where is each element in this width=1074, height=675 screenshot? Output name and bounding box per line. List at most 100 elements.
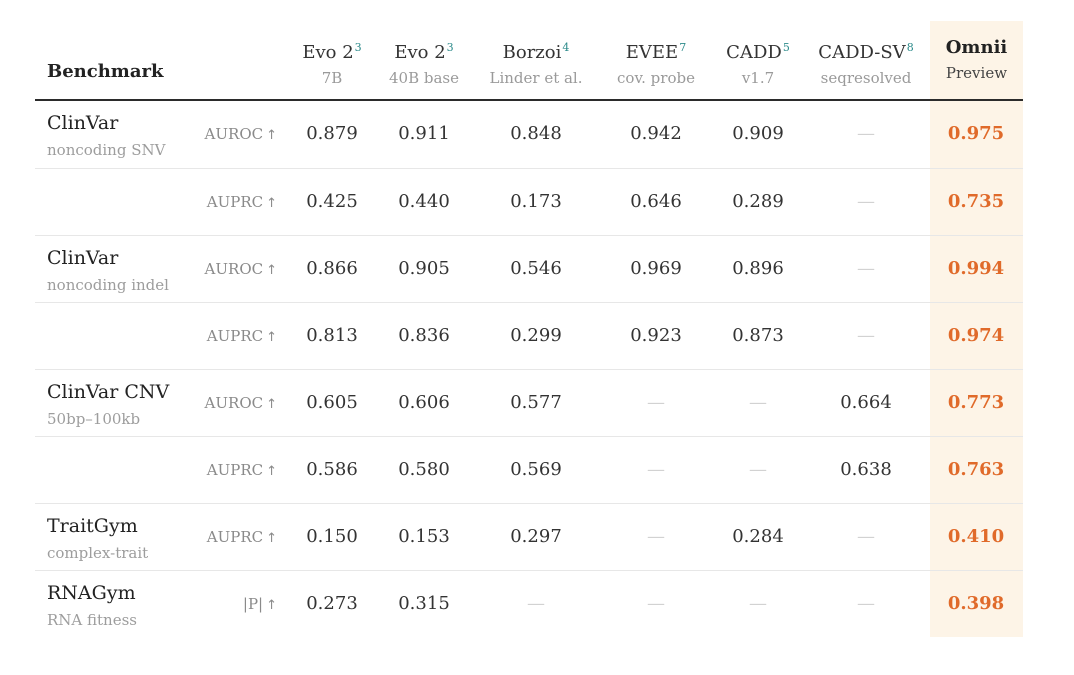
up-arrow-icon: ↑ [266, 128, 277, 143]
benchmark-name: TraitGym [47, 515, 138, 537]
value-cell: 0.546 [510, 258, 562, 279]
value-cell: — [647, 526, 665, 547]
up-arrow-icon: ↑ [266, 531, 277, 546]
column-ref: 8 [906, 41, 914, 54]
metric-name: AUPRC [206, 193, 264, 211]
value-cell: 0.606 [398, 392, 450, 413]
value-cell: 0.879 [306, 123, 358, 144]
value-cell: — [749, 593, 767, 614]
metric-name: AUPRC [206, 528, 264, 546]
value-cell: — [857, 593, 875, 614]
value-cell: — [857, 191, 875, 212]
column-ref: 3 [446, 41, 454, 54]
value-cell: 0.289 [732, 191, 784, 212]
column-header-borzoi: Borzoi4 Linder et al. [481, 37, 591, 88]
value-cell: 0.942 [630, 123, 682, 144]
column-header-cadd: CADD5 v1.7 [708, 37, 808, 88]
value-cell: 0.911 [398, 123, 450, 144]
value-cell: — [527, 593, 545, 614]
value-cell: 0.299 [510, 325, 562, 346]
column-sub: cov. probe [617, 69, 695, 87]
omnii-value-cell: 0.975 [947, 123, 1005, 144]
benchmark-subtitle: complex-trait [47, 544, 149, 562]
column-name: EVEE [625, 42, 679, 63]
value-cell: 0.848 [510, 123, 562, 144]
metric-name: |P| [242, 595, 264, 613]
benchmark-subtitle: RNA fitness [47, 611, 137, 629]
value-cell: — [857, 258, 875, 279]
value-cell: 0.284 [732, 526, 784, 547]
value-cell: 0.586 [306, 459, 358, 480]
benchmark-subtitle: noncoding indel [47, 276, 169, 294]
header-rule [35, 99, 1023, 101]
value-cell: 0.153 [398, 526, 450, 547]
column-sub: 7B [321, 69, 343, 87]
value-cell: — [647, 459, 665, 480]
value-cell: 0.664 [840, 392, 892, 413]
column-ref: 7 [679, 41, 687, 54]
value-cell: 0.297 [510, 526, 562, 547]
value-cell: 0.638 [840, 459, 892, 480]
table-row: AUPRC ↑ 0.425 0.440 0.173 0.646 0.289 — 0.735 [35, 168, 1023, 235]
up-arrow-icon: ↑ [266, 263, 277, 278]
value-cell: 0.813 [306, 325, 358, 346]
column-sub: v1.7 [741, 69, 775, 87]
omnii-column-highlight [930, 21, 1023, 637]
value-cell: 0.646 [630, 191, 682, 212]
value-cell: 0.569 [510, 459, 562, 480]
benchmark-name: RNAGym [47, 582, 136, 604]
value-cell: 0.577 [510, 392, 562, 413]
value-cell: — [647, 593, 665, 614]
metric-label: AUPRC ↑ [207, 193, 277, 211]
table-row: AUPRC ↑ 0.586 0.580 0.569 — — 0.638 0.763 [35, 436, 1023, 503]
metric-label: AUROC ↑ [205, 394, 277, 412]
benchmark-name: ClinVar CNV [47, 381, 170, 403]
column-header-omnii: Omnii Preview [930, 37, 1023, 83]
metric-label: AUPRC ↑ [207, 327, 277, 345]
omnii-value-cell: 0.398 [947, 593, 1005, 614]
metric-label: AUROC ↑ [205, 260, 277, 278]
metric-name: AUROC [204, 260, 264, 278]
column-header-evo2-7b: Evo 23 7B [282, 37, 382, 88]
value-cell: 0.923 [630, 325, 682, 346]
value-cell: — [857, 526, 875, 547]
metric-label: |P| ↑ [243, 595, 277, 613]
up-arrow-icon: ↑ [266, 598, 277, 613]
column-name: CADD [726, 42, 782, 63]
column-name: Omnii [945, 37, 1008, 58]
omnii-value-cell: 0.994 [947, 258, 1005, 279]
metric-label: AUPRC ↑ [207, 528, 277, 546]
value-cell: — [749, 459, 767, 480]
up-arrow-icon: ↑ [266, 330, 277, 345]
value-cell: 0.836 [398, 325, 450, 346]
table-row: ClinVar noncoding SNV AUROC ↑ 0.879 0.911 0.84… [35, 101, 1023, 168]
benchmark-name: ClinVar [47, 112, 119, 134]
value-cell: 0.273 [306, 593, 358, 614]
column-ref: 5 [782, 41, 790, 54]
up-arrow-icon: ↑ [266, 397, 277, 412]
column-sub: Linder et al. [489, 69, 583, 87]
benchmark-subtitle: noncoding SNV [47, 141, 166, 159]
column-name: Evo 2 [302, 42, 354, 63]
value-cell: 0.896 [732, 258, 784, 279]
column-header-cadd-sv: CADD-SV8 seqresolved [806, 37, 926, 88]
column-sub: Preview [945, 64, 1008, 82]
metric-name: AUPRC [206, 327, 264, 345]
metric-name: AUROC [204, 394, 264, 412]
value-cell: — [857, 123, 875, 144]
table-row: RNAGym RNA fitness |P| ↑ 0.273 0.315 — — — — 0.398 [35, 570, 1023, 637]
benchmark-name: ClinVar [47, 247, 119, 269]
value-cell: 0.580 [398, 459, 450, 480]
table-header: Benchmark Evo 23 7B Evo 23 40B base Borz… [35, 21, 1023, 101]
value-cell: 0.909 [732, 123, 784, 144]
value-cell: 0.315 [398, 593, 450, 614]
omnii-value-cell: 0.410 [947, 526, 1005, 547]
table-row: ClinVar CNV 50bp–100kb AUROC ↑ 0.605 0.606 0.5… [35, 369, 1023, 436]
omnii-value-cell: 0.974 [947, 325, 1005, 346]
column-ref: 3 [354, 41, 362, 54]
column-name: CADD-SV [818, 42, 906, 63]
column-header-evee: EVEE7 cov. probe [606, 37, 706, 88]
omnii-value-cell: 0.763 [947, 459, 1005, 480]
column-name: Borzoi [502, 42, 562, 63]
table-row: ClinVar noncoding indel AUROC ↑ 0.866 0.905 0.… [35, 235, 1023, 302]
